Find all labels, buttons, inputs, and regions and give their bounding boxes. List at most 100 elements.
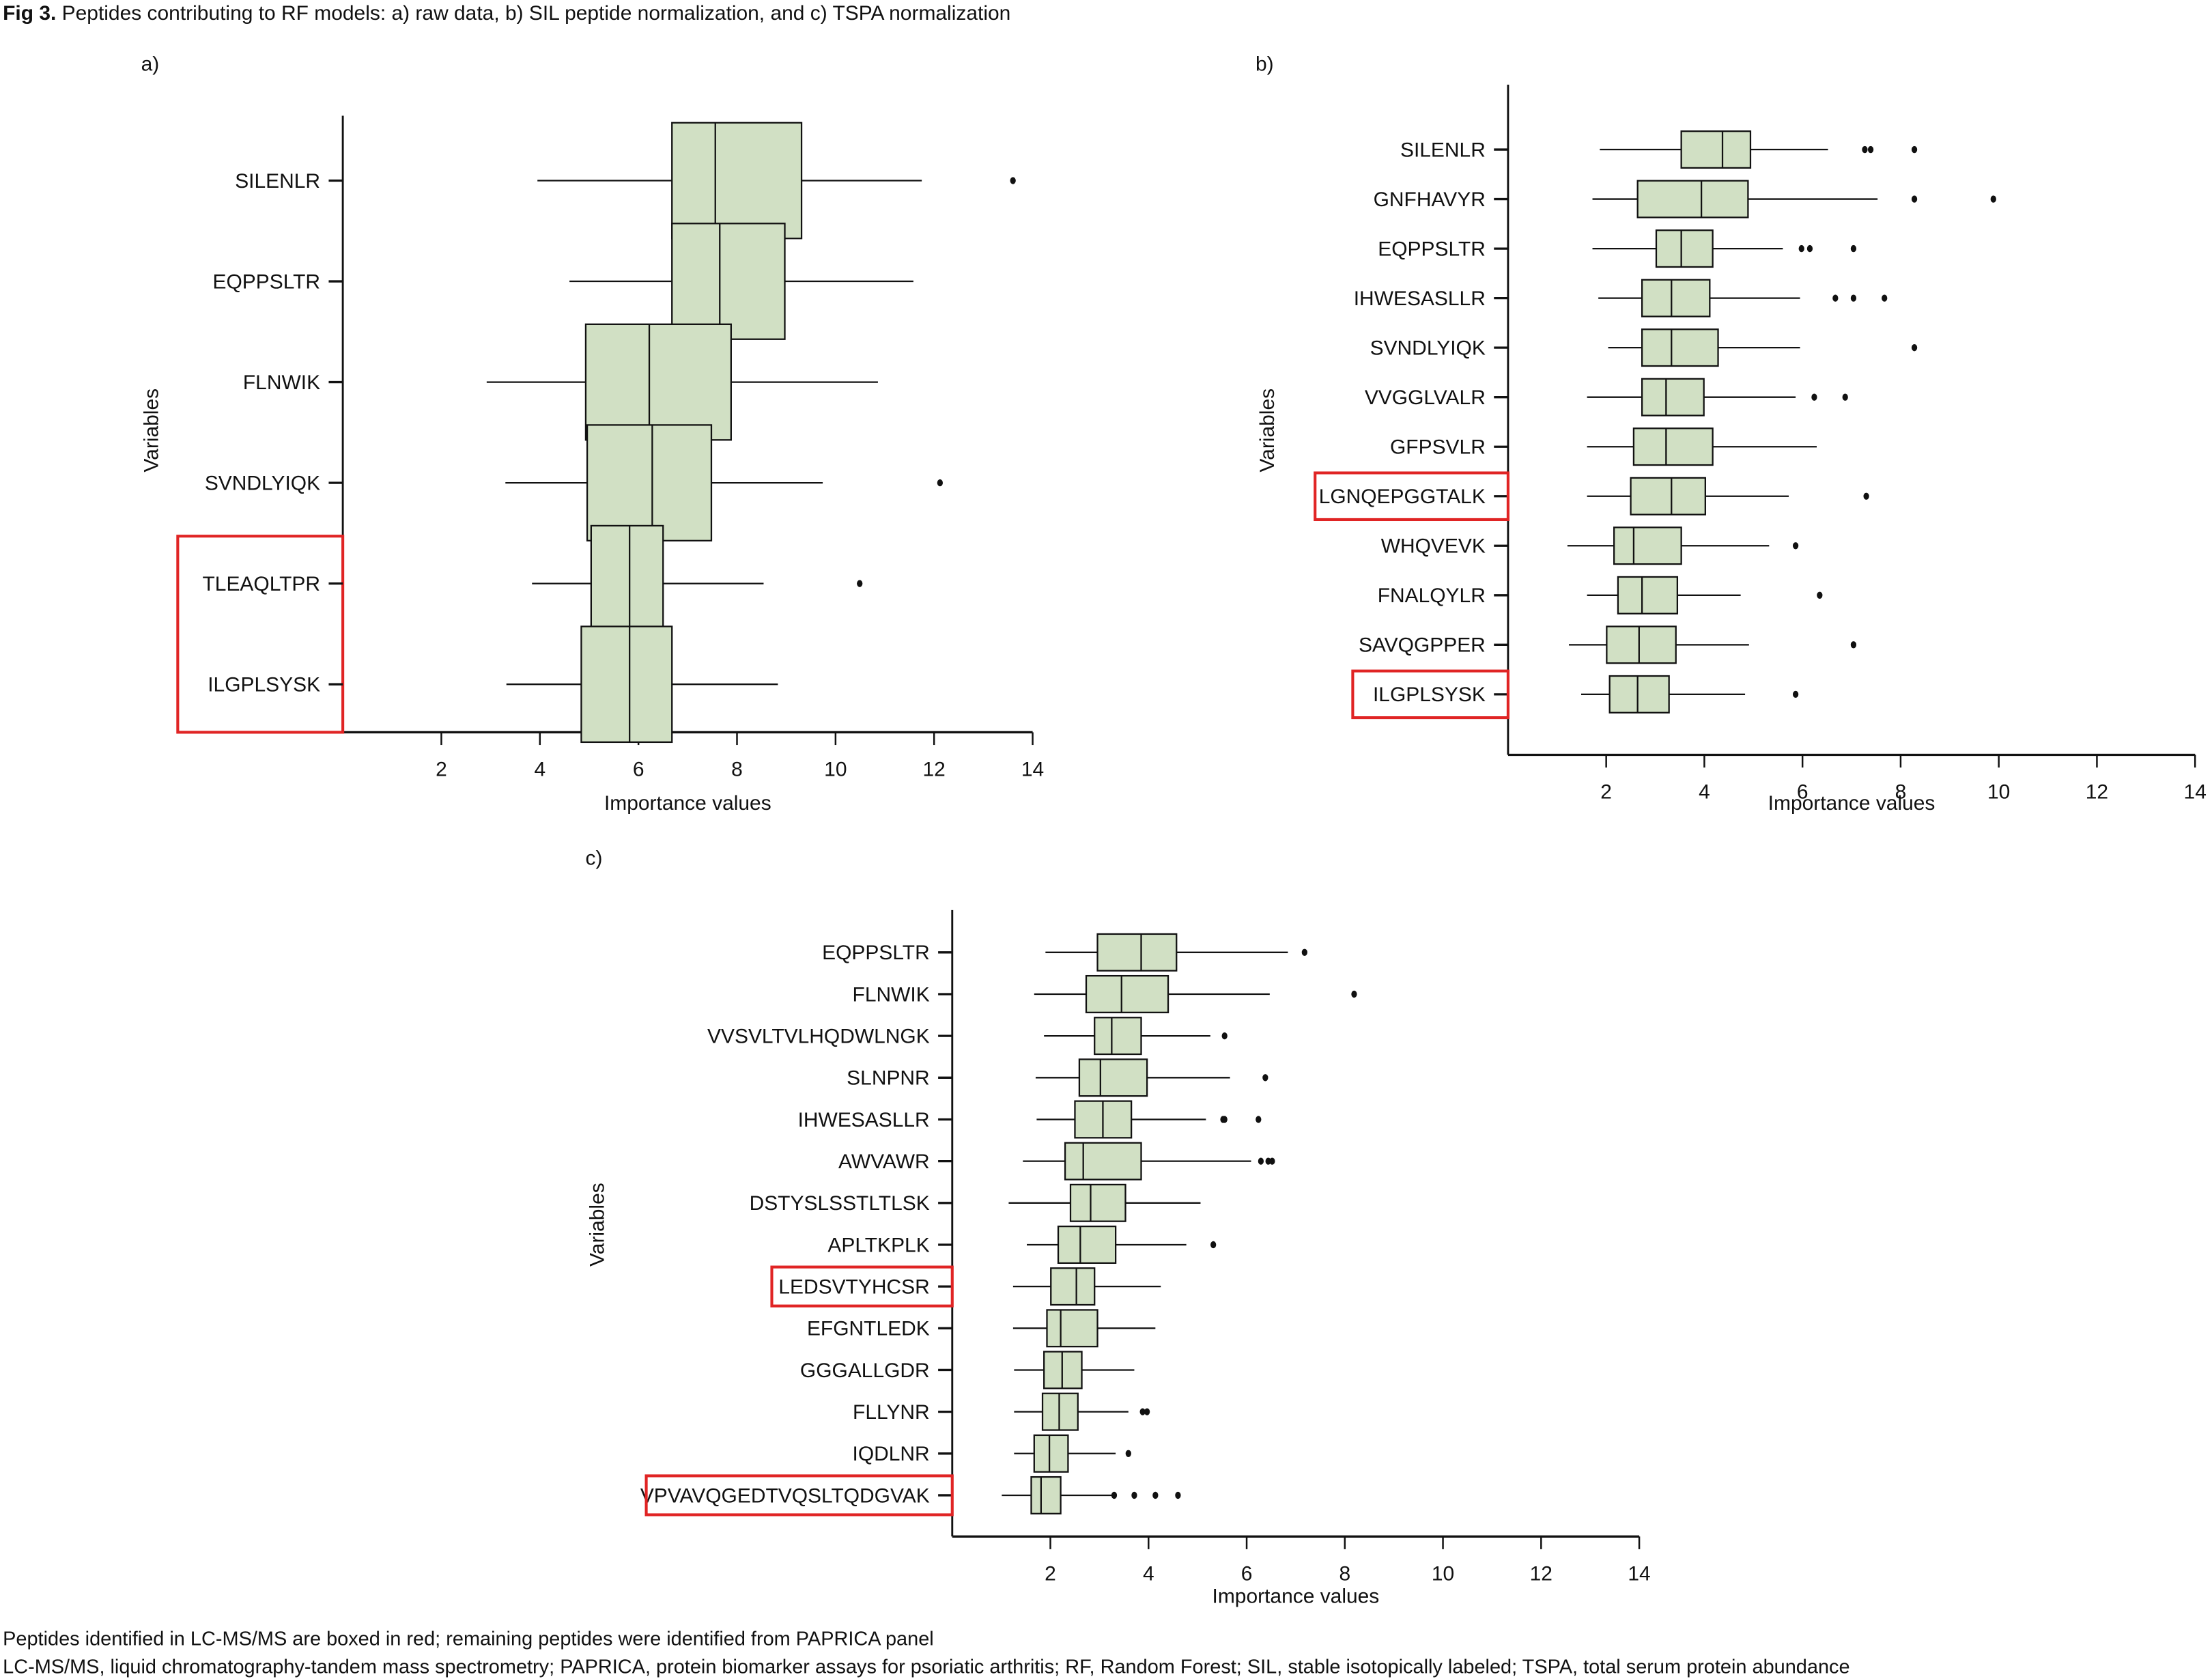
category-label: GGGALLGDR xyxy=(800,1359,930,1382)
x-tick-label: 2 xyxy=(436,759,447,781)
y-axis-title: Variables xyxy=(1256,389,1279,472)
outlier-point xyxy=(1850,641,1857,649)
outlier-point xyxy=(1010,177,1016,184)
box-row: SILENLR xyxy=(1400,130,1918,169)
outlier-point xyxy=(1850,294,1857,302)
box-row: SILENLR xyxy=(235,122,1016,240)
box-row: LEDSVTYHCSR xyxy=(770,1265,1161,1308)
x-tick-label: 4 xyxy=(534,759,545,781)
panel-letter: c) xyxy=(586,847,603,870)
iqr-box xyxy=(671,122,803,240)
outlier-point xyxy=(1210,1241,1217,1249)
outlier-point xyxy=(1139,1408,1146,1415)
x-tick-label: 12 xyxy=(1530,1562,1552,1585)
x-tick-label: 12 xyxy=(923,759,946,781)
category-label: ILGPLSYSK xyxy=(208,674,320,696)
x-tick-label: 6 xyxy=(633,759,644,781)
iqr-box xyxy=(590,524,664,643)
outlier-point xyxy=(1269,1157,1275,1165)
outlier-point xyxy=(857,580,863,587)
box-row: SLNPNR xyxy=(847,1058,1268,1097)
box-row: IHWESASLLR xyxy=(798,1100,1262,1139)
box-row: FLLYNR xyxy=(853,1392,1150,1431)
outlier-point xyxy=(1262,1074,1268,1082)
category-label: FLNWIK xyxy=(243,371,320,394)
outlier-point xyxy=(1256,1116,1262,1123)
category-label: GNFHAVYR xyxy=(1374,188,1486,211)
outlier-point xyxy=(1842,393,1848,401)
box-row: VPVAVQGEDTVQSLTQDGVAK xyxy=(640,1474,1181,1516)
outlier-point xyxy=(1806,244,1813,253)
x-tick-label: 8 xyxy=(731,759,743,781)
outlier-point xyxy=(1798,244,1804,253)
iqr-box xyxy=(1085,974,1169,1013)
outlier-point xyxy=(1850,244,1857,253)
outlier-point xyxy=(1175,1491,1181,1499)
outlier-point xyxy=(1125,1450,1131,1457)
x-tick-label: 14 xyxy=(2184,781,2207,804)
iqr-box xyxy=(1069,1183,1126,1222)
category-label: VVSVLTVLHQDWLNGK xyxy=(707,1025,930,1047)
panel-letter: a) xyxy=(141,53,160,75)
box-row: EQPPSLTR xyxy=(212,223,913,340)
category-label: EFGNTLEDK xyxy=(807,1318,930,1340)
outlier-point xyxy=(937,479,943,487)
iqr-box xyxy=(1030,1476,1062,1514)
outlier-point xyxy=(1990,195,1996,203)
category-label: EQPPSLTR xyxy=(822,942,930,964)
iqr-box xyxy=(1606,625,1677,664)
category-label: VPVAVQGEDTVQSLTQDGVAK xyxy=(640,1484,930,1507)
box-row: FNALQYLR xyxy=(1378,576,1823,615)
iqr-box xyxy=(1050,1267,1096,1306)
iqr-box xyxy=(1641,378,1705,417)
panel-c: c) Variables 2 4 6 8 10 12 14 Importance values EQ… xyxy=(586,847,1651,1608)
iqr-box xyxy=(1608,675,1670,714)
category-label: APLTKPLK xyxy=(827,1234,929,1256)
category-label: LGNQEPGGTALK xyxy=(1319,485,1486,508)
outlier-point xyxy=(1111,1491,1118,1499)
outlier-point xyxy=(1862,145,1868,154)
outlier-point xyxy=(1221,1116,1228,1123)
panel-letter: b) xyxy=(1256,53,1274,75)
category-label: SLNPNR xyxy=(847,1067,930,1090)
box-row: SAVQGPPER xyxy=(1359,625,1857,664)
category-label: ILGPLSYSK xyxy=(1373,683,1486,706)
x-axis-title: Importance values xyxy=(1768,792,1936,815)
category-label: DSTYSLSSTLTLSK xyxy=(750,1192,930,1215)
outlier-point xyxy=(1792,542,1799,550)
iqr-box xyxy=(584,323,732,441)
box-row: SVNDLYIQK xyxy=(205,424,943,541)
x-axis-title: Importance values xyxy=(604,792,771,815)
outlier-point xyxy=(1811,393,1817,401)
box-row: WHQVEVK xyxy=(1381,526,1799,565)
outlier-point xyxy=(1817,591,1823,599)
category-label: WHQVEVK xyxy=(1381,535,1486,558)
x-tick-label: 10 xyxy=(824,759,847,781)
x-tick-label: 8 xyxy=(1339,1562,1350,1585)
x-tick-label: 4 xyxy=(1699,781,1710,804)
panel-a: a) Variables 2 4 6 8 10 12 14 Importance values SI… xyxy=(140,53,1044,815)
category-label: VVGGLVALR xyxy=(1365,386,1486,409)
category-label: FLNWIK xyxy=(853,983,930,1006)
box-row: APLTKPLK xyxy=(827,1225,1217,1264)
iqr-box xyxy=(671,223,786,340)
box-row: IHWESASLLR xyxy=(1354,279,1888,318)
x-tick-label: 6 xyxy=(1797,781,1809,804)
box-row: AWVAWR xyxy=(838,1142,1275,1181)
box-row: EQPPSLTR xyxy=(822,933,1307,972)
outlier-point xyxy=(1867,145,1874,154)
x-tick-label: 2 xyxy=(1600,781,1612,804)
outlier-point xyxy=(1911,343,1918,352)
outlier-point xyxy=(1863,492,1869,500)
category-label: LEDSVTYHCSR xyxy=(778,1275,929,1298)
highlight-box xyxy=(644,1474,954,1516)
x-tick-label: 10 xyxy=(1987,781,2010,804)
highlight-box xyxy=(176,535,345,734)
category-label: AWVAWR xyxy=(838,1151,930,1173)
category-label: EQPPSLTR xyxy=(212,270,320,293)
box-row: LGNQEPGGTALK xyxy=(1314,471,1869,522)
iqr-box xyxy=(1041,1392,1079,1431)
x-tick-label: 4 xyxy=(1143,1562,1154,1585)
iqr-box xyxy=(1636,180,1749,218)
box-row: GNFHAVYR xyxy=(1374,180,1996,218)
